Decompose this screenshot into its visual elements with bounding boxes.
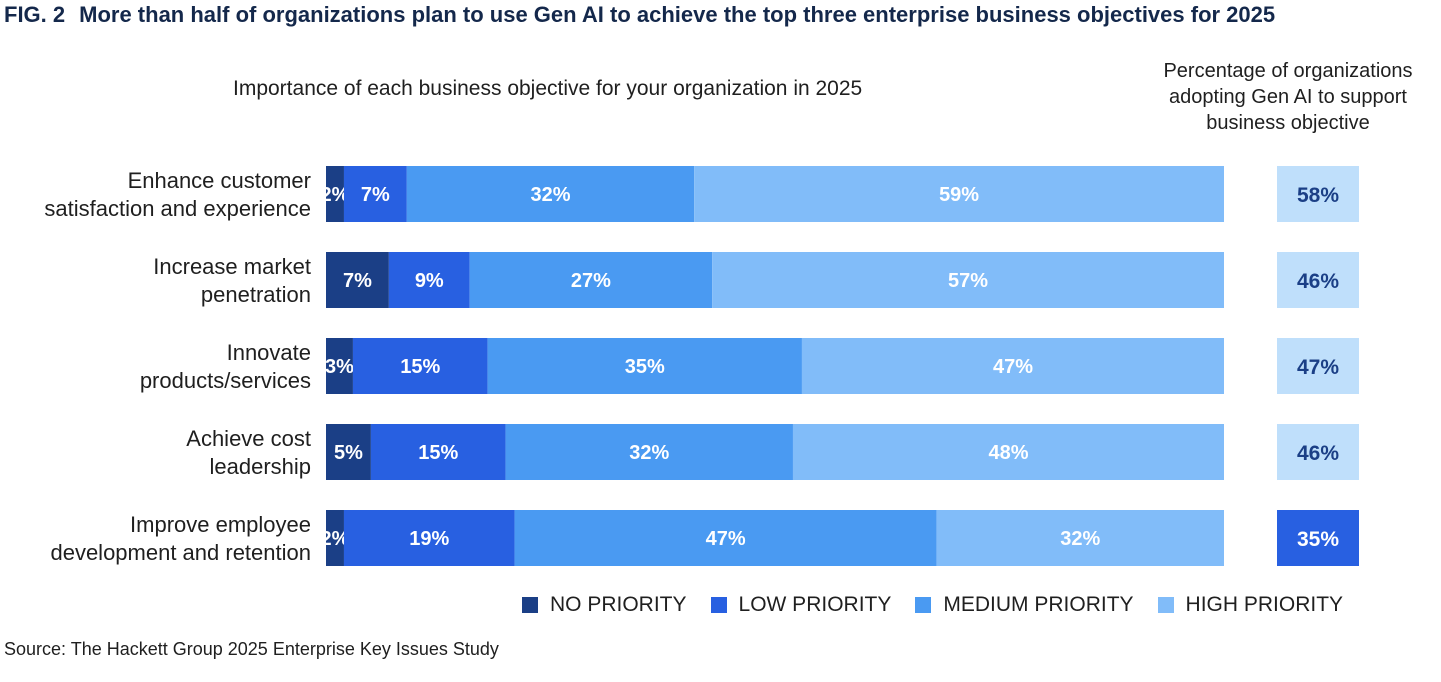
bar-segment-high-priority: [712, 252, 1224, 308]
legend-item-low-priority: LOW PRIORITY: [710, 593, 892, 617]
legend-swatch: [522, 597, 538, 613]
data-label: 7%: [343, 270, 372, 292]
data-label: 9%: [415, 270, 444, 292]
bar-segment-low-priority: [343, 510, 515, 566]
chart-title: FIG. 2 More than half of organizations pl…: [4, 2, 1275, 28]
data-label: 19%: [409, 528, 449, 550]
legend-swatch: [915, 597, 932, 613]
adoption-value: 35%: [1297, 528, 1339, 551]
category-label-line: satisfaction and experience: [44, 196, 311, 221]
bar-segment-no-priority: [326, 424, 371, 480]
adoption-value: 58%: [1297, 184, 1339, 207]
data-label: 15%: [418, 442, 458, 464]
category-label-line: Enhance customer: [128, 168, 311, 193]
category-label-line: Increase market: [153, 254, 311, 279]
data-label: 35%: [625, 356, 665, 378]
adoption-heading-line: business objective: [1206, 112, 1370, 134]
adoption-box: [1277, 510, 1359, 566]
figure-label: FIG. 2: [4, 2, 66, 27]
legend-swatch: [1157, 597, 1174, 613]
data-label: 47%: [993, 356, 1033, 378]
data-label: 48%: [988, 442, 1028, 464]
legend-label: NO PRIORITY: [550, 593, 687, 616]
bar-segment-medium-priority: [406, 166, 695, 222]
legend: NO PRIORITY LOW PRIORITY MEDIUM PRIORITY…: [522, 593, 1343, 617]
data-label: 2%: [321, 528, 350, 550]
source-note: Source: The Hackett Group 2025 Enterpris…: [4, 639, 499, 659]
figure-title: More than half of organizations plan to …: [79, 2, 1276, 27]
adoption-heading: Percentage of organizations adopting Gen…: [1130, 58, 1441, 136]
importance-heading: Importance of each business objective fo…: [233, 77, 863, 100]
adoption-value: 46%: [1297, 442, 1339, 465]
category-label-line: Innovate: [227, 340, 311, 365]
legend-swatch: [710, 597, 727, 613]
legend-item-high-priority: HIGH PRIORITY: [1157, 593, 1344, 617]
adoption-value: 46%: [1297, 270, 1339, 293]
legend-item-no-priority: NO PRIORITY: [522, 593, 687, 617]
category-label-line: Achieve cost: [186, 426, 311, 451]
bar-segment-no-priority: [326, 510, 344, 566]
bar-segment-medium-priority: [505, 424, 793, 480]
category-label: Improve employee development and retentio…: [50, 512, 311, 565]
data-label: 32%: [530, 184, 570, 206]
category-label: Achieve cost leadership: [186, 426, 311, 479]
data-label: 3%: [325, 356, 354, 378]
bar-segment-low-priority: [352, 338, 488, 394]
bar-segment-no-priority: [326, 166, 344, 222]
category-label: Enhance customer satisfaction and experie…: [44, 168, 311, 221]
adoption-value: 47%: [1297, 356, 1339, 379]
adoption-heading-line: adopting Gen AI to support: [1169, 86, 1407, 108]
category-label-line: development and retention: [50, 540, 311, 565]
category-label: Increase market penetration: [153, 254, 311, 307]
category-label-line: leadership: [209, 454, 311, 479]
bar-segment-no-priority: [326, 252, 389, 308]
adoption-heading-line: Percentage of organizations: [1163, 60, 1413, 82]
adoption-box: [1277, 338, 1359, 394]
bar-segment-medium-priority: [469, 252, 713, 308]
stacked-bar-chart: Enhance customer satisfaction and experie…: [44, 166, 1359, 566]
data-label: 59%: [939, 184, 979, 206]
bar-segment-high-priority: [792, 424, 1224, 480]
adoption-box: [1277, 252, 1359, 308]
category-label-line: penetration: [201, 282, 311, 307]
data-label: 57%: [948, 270, 988, 292]
bar-segment-high-priority: [801, 338, 1224, 394]
bar-segment-high-priority: [694, 166, 1224, 222]
bar-segment-medium-priority: [514, 510, 937, 566]
bar-segment-high-priority: [936, 510, 1224, 566]
data-label: 15%: [400, 356, 440, 378]
bar-segment-low-priority: [370, 424, 506, 480]
legend-label: MEDIUM PRIORITY: [943, 593, 1134, 616]
adoption-box: [1277, 424, 1359, 480]
bar-segment-medium-priority: [487, 338, 802, 394]
legend-item-medium-priority: MEDIUM PRIORITY: [915, 593, 1134, 617]
data-label: 7%: [361, 184, 390, 206]
bar-segment-low-priority: [343, 166, 407, 222]
legend-label: LOW PRIORITY: [738, 593, 892, 616]
data-label: 32%: [629, 442, 669, 464]
data-label: 27%: [571, 270, 611, 292]
adoption-box: [1277, 166, 1359, 222]
category-label: Innovate products/services: [140, 340, 311, 393]
data-label: 5%: [334, 442, 363, 464]
bar-segment-no-priority: [326, 338, 353, 394]
category-label-line: Improve employee: [130, 512, 311, 537]
data-label: 47%: [706, 528, 746, 550]
data-label: 2%: [321, 184, 350, 206]
category-label-line: products/services: [140, 368, 311, 393]
bar-segment-low-priority: [388, 252, 470, 308]
data-label: 32%: [1060, 528, 1100, 550]
legend-label: HIGH PRIORITY: [1185, 593, 1344, 616]
